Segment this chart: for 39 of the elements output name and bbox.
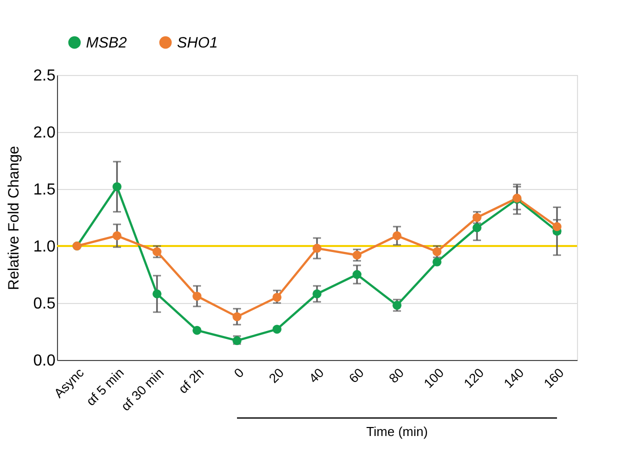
legend-label: SHO1 [177, 34, 218, 52]
y-tick-label: 1.5 [33, 182, 56, 198]
point [472, 223, 482, 232]
point [192, 292, 202, 301]
y-tick-label: 2.5 [33, 68, 56, 84]
x-tick-label: 60 [346, 365, 367, 386]
y-tick-label: 0.0 [33, 352, 56, 370]
point [352, 250, 362, 260]
point [112, 182, 122, 192]
point [432, 247, 442, 256]
point [152, 247, 162, 256]
point [352, 270, 362, 279]
point [192, 326, 202, 335]
point [112, 231, 122, 240]
point [552, 222, 562, 232]
legend-label: MSB2 [86, 34, 128, 52]
point [232, 312, 242, 322]
x-tick-label: 120 [460, 365, 487, 392]
y-tick-label: 2.0 [33, 124, 56, 142]
point [152, 289, 162, 298]
x-tick-label: 100 [420, 365, 447, 392]
x-tick-label: 80 [386, 365, 407, 386]
point [392, 231, 402, 240]
x-tick-label: αf 2h [175, 365, 207, 396]
x-tick-label: 40 [306, 365, 327, 386]
x-tick-label: 0 [230, 365, 247, 381]
x-tick-label: 160 [540, 365, 567, 392]
x-tick-label: 140 [500, 365, 527, 392]
point [312, 244, 322, 253]
point [392, 300, 402, 310]
point [432, 257, 442, 266]
point [312, 289, 322, 298]
point [272, 324, 282, 334]
y-tick-label: 0.5 [33, 296, 56, 312]
text: Time (min) [366, 424, 428, 439]
point [272, 292, 282, 302]
x-tick-label: 20 [266, 365, 287, 386]
y-tick-label: 1.0 [33, 238, 56, 256]
y-axis-title: Relative Fold Change [5, 146, 22, 290]
